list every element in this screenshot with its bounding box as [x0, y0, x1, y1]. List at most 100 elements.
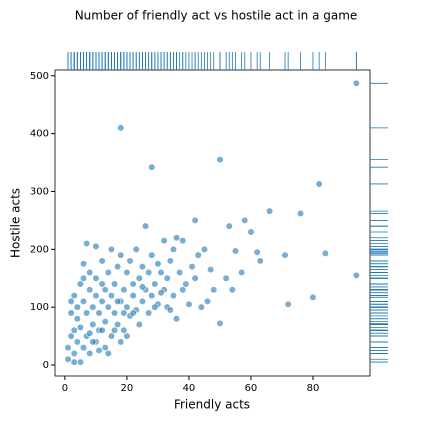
- point: [110, 280, 119, 288]
- point: [101, 344, 109, 352]
- point: [98, 257, 106, 265]
- y-tick-label: 400: [30, 129, 49, 140]
- point: [95, 346, 103, 355]
- point: [70, 358, 78, 366]
- point: [110, 326, 119, 334]
- point: [120, 326, 128, 334]
- point: [138, 283, 147, 291]
- point: [352, 79, 360, 87]
- point: [216, 319, 224, 327]
- point: [194, 251, 202, 259]
- point: [129, 309, 137, 317]
- point: [191, 274, 199, 282]
- point: [92, 242, 100, 251]
- point: [145, 309, 153, 317]
- point: [256, 257, 264, 265]
- point: [89, 338, 97, 346]
- point: [238, 268, 246, 277]
- y-tick-label: 0: [43, 360, 49, 371]
- point: [160, 237, 168, 245]
- point: [92, 291, 100, 300]
- y-tick-label: 300: [30, 186, 49, 197]
- point: [179, 286, 187, 294]
- point: [296, 209, 305, 218]
- point: [241, 216, 249, 224]
- point: [89, 320, 97, 329]
- point: [95, 309, 103, 317]
- point: [225, 222, 233, 230]
- point: [172, 315, 181, 323]
- point: [67, 309, 75, 317]
- x-axis-label: Friendly acts: [174, 398, 250, 412]
- point: [216, 156, 224, 164]
- point: [86, 268, 94, 277]
- x-tick-label: 20: [121, 383, 134, 394]
- point: [176, 268, 184, 277]
- point: [129, 291, 137, 300]
- point: [231, 247, 240, 255]
- point: [315, 180, 323, 188]
- point: [132, 245, 140, 253]
- point: [110, 309, 119, 317]
- point: [138, 297, 147, 305]
- point: [154, 260, 162, 268]
- x-tick-label: 40: [183, 383, 196, 394]
- point: [79, 297, 88, 305]
- point: [73, 303, 81, 311]
- y-tick-label: 200: [30, 244, 49, 255]
- point: [83, 309, 91, 317]
- point: [89, 303, 97, 311]
- point: [86, 329, 94, 337]
- point: [104, 349, 112, 358]
- point: [67, 297, 75, 305]
- x-tick-label: 60: [245, 383, 258, 394]
- point: [281, 251, 289, 259]
- y-axis-label: Hostile acts: [9, 188, 23, 258]
- point: [166, 306, 174, 314]
- point: [123, 268, 131, 277]
- point: [145, 268, 153, 277]
- point: [135, 320, 143, 329]
- point: [76, 280, 85, 288]
- point: [203, 297, 212, 305]
- plot-frame: [54, 69, 371, 377]
- x-tick-label: 80: [307, 383, 320, 394]
- point: [141, 222, 150, 230]
- point: [309, 293, 317, 301]
- point: [73, 315, 81, 323]
- point: [138, 263, 147, 271]
- point: [126, 257, 134, 265]
- point: [83, 239, 91, 248]
- point: [222, 274, 230, 282]
- point: [284, 300, 292, 308]
- point: [207, 265, 215, 274]
- point: [117, 338, 125, 346]
- point: [123, 332, 131, 340]
- point: [76, 323, 85, 332]
- point: [79, 260, 88, 268]
- point: [114, 297, 122, 305]
- point: [157, 268, 165, 277]
- y-tick-label: 100: [30, 302, 49, 313]
- point: [166, 257, 174, 265]
- point: [70, 326, 78, 334]
- point: [135, 274, 143, 282]
- point: [120, 309, 128, 317]
- point: [191, 216, 199, 224]
- point: [151, 280, 159, 288]
- point: [157, 289, 165, 297]
- chart-title: Number of friendly act vs hostile act in…: [75, 9, 358, 23]
- point: [73, 338, 81, 346]
- point: [98, 326, 106, 334]
- point: [172, 234, 181, 242]
- point: [101, 286, 109, 294]
- point: [352, 271, 360, 279]
- point: [67, 332, 75, 340]
- point: [179, 237, 187, 245]
- point: [163, 274, 171, 282]
- point: [86, 286, 94, 294]
- point: [169, 245, 178, 253]
- point: [86, 349, 94, 358]
- point: [247, 228, 255, 236]
- point: [70, 349, 78, 358]
